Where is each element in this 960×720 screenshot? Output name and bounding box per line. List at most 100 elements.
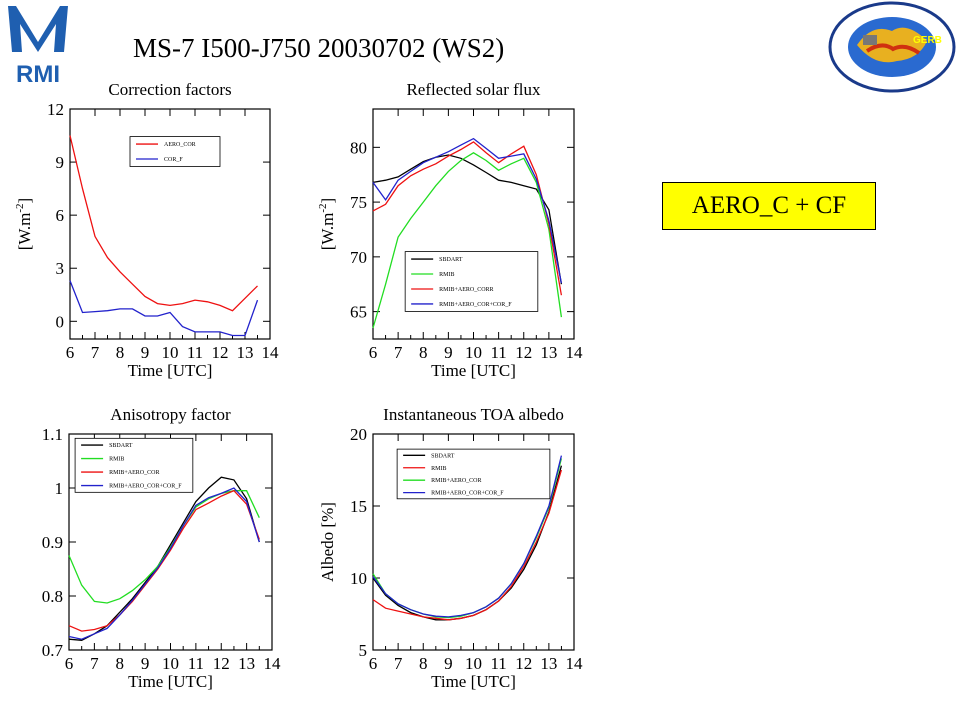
legend-label: SBDART [439, 257, 463, 263]
y-tick-label: 6 [56, 206, 65, 225]
x-tick-label: 13 [540, 654, 557, 673]
x-axis-label: Time [UTC] [128, 672, 213, 691]
legend-label: RMIB [431, 466, 446, 472]
chart-title: Instantaneous TOA albedo [383, 405, 564, 424]
rmi-logo-text: RMI [16, 61, 60, 88]
y-tick-label: 0.8 [42, 587, 63, 606]
y-tick-label: 70 [350, 248, 367, 267]
legend-label: RMIB+AERO_COR+COR_F [109, 484, 182, 490]
x-tick-label: 12 [213, 654, 230, 673]
x-tick-label: 8 [116, 343, 125, 362]
series-line-rmib-aero-cor-cor-f [68, 487, 260, 640]
x-tick-label: 7 [90, 654, 99, 673]
y-tick-label: 1 [55, 479, 64, 498]
series-line-rmib-aero-cor-cor-f [372, 455, 563, 618]
x-tick-label: 7 [91, 343, 100, 362]
x-tick-label: 8 [419, 654, 428, 673]
toa-albedo-chart: Instantaneous TOA albedo 6 7 8 9 10 11 12 13 14 5 1… [318, 405, 584, 691]
x-tick-label: 14 [566, 343, 584, 362]
x-axis-label: Time [UTC] [128, 361, 213, 380]
y-axis-label: [W.m-2] [317, 198, 337, 250]
chart-title: Reflected solar flux [406, 80, 541, 99]
x-axis-label: Time [UTC] [431, 361, 516, 380]
y-tick-label: 10 [350, 569, 367, 588]
legend-box [129, 136, 221, 167]
y-tick-label: 3 [56, 259, 65, 278]
x-tick-label: 9 [141, 343, 150, 362]
x-tick-label: 8 [419, 343, 428, 362]
legend-label: RMIB [439, 272, 454, 278]
x-tick-label: 14 [566, 654, 584, 673]
y-tick-label: 1.1 [42, 425, 63, 444]
x-tick-label: 14 [264, 654, 282, 673]
x-tick-label: 11 [187, 343, 203, 362]
y-tick-label: 9 [56, 153, 65, 172]
legend-box [404, 251, 539, 312]
legend-label: SBDART [431, 453, 455, 459]
y-tick-label: 65 [350, 303, 367, 322]
rmi-logo: RMI [2, 2, 74, 93]
x-tick-label: 13 [237, 343, 254, 362]
x-tick-label: 10 [465, 654, 482, 673]
x-tick-label: 11 [490, 654, 506, 673]
series-line-rmib-aero-corr [372, 141, 563, 296]
y-tick-label: 12 [47, 100, 64, 119]
series-line-aero-cor [69, 135, 258, 312]
x-tick-label: 11 [188, 654, 204, 673]
reflected-solar-flux-chart: Reflected solar flux 6 7 8 9 10 11 12 13 14 65 70 75… [317, 80, 584, 380]
y-tick-label: 20 [350, 425, 367, 444]
series-line-cor-f [69, 280, 259, 337]
svg-text:GERB: GERB [913, 35, 942, 46]
x-tick-label: 9 [141, 654, 150, 673]
legend-label: RMIB+AERO_CORR [439, 287, 493, 293]
legend-label: RMIB [109, 457, 124, 463]
x-tick-label: 10 [162, 343, 179, 362]
x-tick-label: 6 [369, 343, 378, 362]
y-tick-label: 15 [350, 497, 367, 516]
series-line-rmib [68, 490, 260, 604]
x-tick-label: 6 [369, 654, 378, 673]
legend-label: RMIB+AERO_COR [431, 478, 481, 484]
callout-label: AERO_C + CF [662, 182, 876, 230]
legend-box [396, 448, 551, 500]
x-tick-label: 6 [66, 343, 75, 362]
x-tick-label: 11 [490, 343, 506, 362]
x-tick-label: 13 [540, 343, 557, 362]
x-tick-label: 12 [515, 654, 532, 673]
y-tick-label: 0.7 [42, 641, 64, 660]
x-tick-label: 7 [394, 343, 403, 362]
series-line-sbdart [372, 154, 563, 285]
y-tick-label: 75 [350, 193, 367, 212]
gerb-consortium-badge: GERB [827, 1, 957, 98]
y-tick-label: 80 [350, 138, 367, 157]
legend-label: SBDART [109, 443, 133, 449]
chart-title: Correction factors [108, 80, 231, 99]
y-tick-label: 0 [56, 312, 65, 331]
x-tick-label: 8 [116, 654, 125, 673]
series-line-sbdart [68, 476, 260, 641]
series-line-rmib-aero-cor-cor-f [372, 137, 563, 284]
chart-title: Anisotropy factor [110, 405, 231, 424]
legend-label: RMIB+AERO_COR+COR_F [439, 302, 512, 308]
x-tick-label: 6 [65, 654, 74, 673]
series-line-rmib-aero-cor [68, 489, 260, 632]
x-tick-label: 7 [394, 654, 403, 673]
x-tick-label: 9 [444, 343, 453, 362]
legend-label: COR_F [164, 157, 183, 163]
legend-box [74, 437, 194, 493]
x-tick-label: 13 [238, 654, 255, 673]
legend-label: RMIB+AERO_COR+COR_F [431, 491, 504, 497]
y-axis-label: Albedo [%] [318, 502, 337, 582]
y-axis-label: [W.m-2] [14, 198, 34, 250]
y-tick-label: 0.9 [42, 533, 63, 552]
x-tick-label: 10 [465, 343, 482, 362]
x-tick-label: 12 [515, 343, 532, 362]
series-line-rmib [372, 469, 563, 621]
legend-label: RMIB+AERO_COR [109, 470, 159, 476]
x-tick-label: 9 [444, 654, 453, 673]
x-axis-label: Time [UTC] [431, 672, 516, 691]
page-title: MS-7 I500-J750 20030702 (WS2) [133, 33, 505, 63]
y-tick-label: 5 [359, 641, 368, 660]
legend-label: AERO_COR [164, 142, 196, 148]
